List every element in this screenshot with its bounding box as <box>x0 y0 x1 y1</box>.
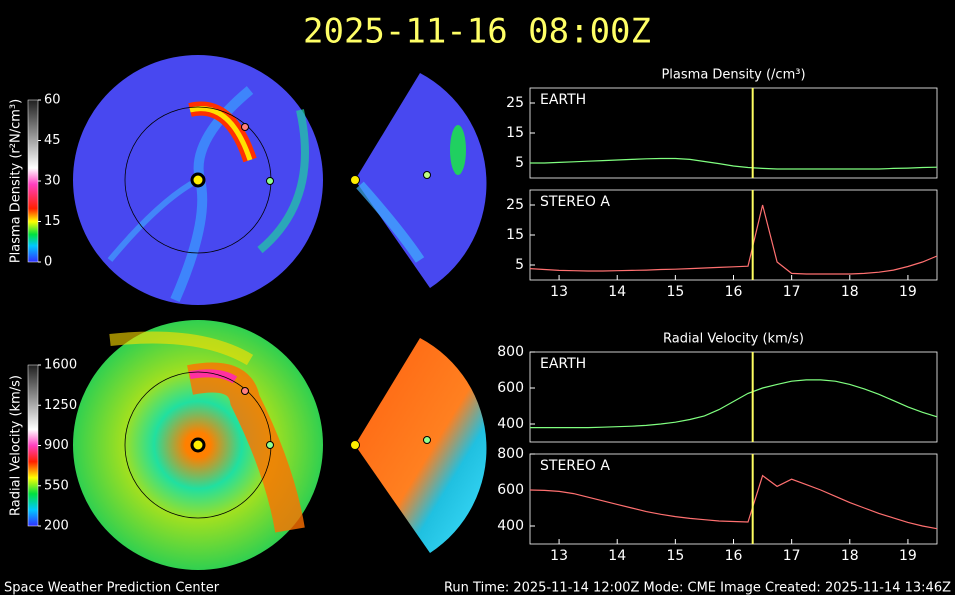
y-tick-label: 800 <box>497 344 524 360</box>
density-disk <box>73 55 487 305</box>
x-tick-label: 19 <box>899 548 917 564</box>
colorbar-tick-label: 1250 <box>44 398 77 413</box>
colorbar-tick-label: 45 <box>44 133 61 148</box>
y-tick-label: 25 <box>506 197 524 213</box>
x-tick-label: 14 <box>608 548 626 564</box>
y-tick-label: 25 <box>506 95 524 111</box>
colorbar-tick-label: 15 <box>44 214 61 229</box>
x-tick-label: 14 <box>608 284 626 300</box>
x-tick-label: 18 <box>841 284 859 300</box>
y-tick-label: 5 <box>515 155 524 171</box>
y-tick-label: 800 <box>497 446 524 462</box>
velocity-disk <box>73 320 487 570</box>
y-tick-label: 15 <box>506 125 524 141</box>
colorbar-tick-label: 900 <box>44 438 69 453</box>
y-tick-label: 600 <box>497 482 524 498</box>
x-tick-label: 16 <box>725 284 743 300</box>
y-tick-label: 400 <box>497 416 524 432</box>
x-tick-label: 17 <box>783 284 801 300</box>
footer-right: Image Created: 2025-11-14 13:46Z <box>720 581 951 595</box>
title: 2025-11-16 08:00Z <box>303 12 651 52</box>
series-line <box>530 379 938 429</box>
x-tick-label: 13 <box>550 548 568 564</box>
x-tick-label: 16 <box>725 548 743 564</box>
panel-title: Radial Velocity (km/s) <box>663 332 804 347</box>
panel-title: Plasma Density (/cm³) <box>661 68 805 83</box>
footer-center: Run Time: 2025-11-14 12:00Z Mode: CME <box>444 581 716 595</box>
plot-frame <box>529 351 938 443</box>
colorbar-tick-label: 60 <box>44 93 61 108</box>
colorbar-tick-label: 1600 <box>44 358 77 373</box>
y-tick-label: 5 <box>515 257 524 273</box>
colorbar <box>27 364 39 527</box>
x-tick-label: 17 <box>783 548 801 564</box>
y-tick-label: 600 <box>497 380 524 396</box>
colorbar-tick-label: 200 <box>44 519 69 534</box>
y-tick-label: 15 <box>506 227 524 243</box>
y-tick-label: 400 <box>497 518 524 534</box>
colorbar-label: Radial Velocity (km/s) <box>9 375 24 516</box>
series-line <box>530 157 938 170</box>
footer-left: Space Weather Prediction Center <box>4 581 220 595</box>
colorbar-tick-label: 0 <box>44 255 52 270</box>
colorbar <box>27 99 39 263</box>
colorbar-tick-label: 30 <box>44 174 61 189</box>
series-line <box>529 204 938 275</box>
series-line <box>529 474 938 530</box>
series-label: STEREO A <box>540 194 610 210</box>
x-tick-label: 18 <box>841 548 859 564</box>
colorbar-label: Plasma Density (r²N/cm³) <box>9 99 24 263</box>
series-label: STEREO A <box>540 458 610 474</box>
colorbar-tick-label: 550 <box>44 478 69 493</box>
series-label: EARTH <box>540 356 586 372</box>
x-tick-label: 15 <box>666 548 684 564</box>
x-tick-label: 15 <box>666 284 684 300</box>
x-tick-label: 13 <box>550 284 568 300</box>
plot-frame <box>529 87 938 179</box>
series-label: EARTH <box>540 92 586 108</box>
x-tick-label: 19 <box>899 284 917 300</box>
